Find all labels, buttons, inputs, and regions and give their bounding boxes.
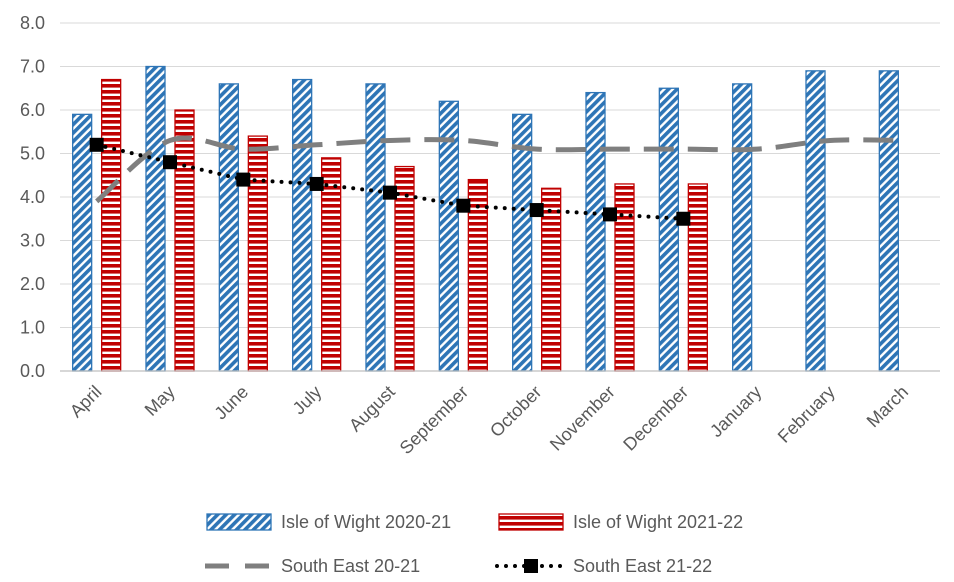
x-tick-label: June (210, 382, 252, 424)
marker-south-east-21-22 (529, 203, 544, 218)
bar-isle-of-wight-2020-21 (145, 65, 166, 372)
legend: Isle of Wight 2020-21 Isle of Wight 2021-… (205, 512, 743, 576)
x-tick-label: May (141, 382, 179, 420)
marker-south-east-21-22 (383, 185, 397, 200)
y-tick-label: 0.0 (20, 361, 45, 381)
marker-south-east-21-22 (236, 172, 251, 187)
bar-isle-of-wight-2020-21 (732, 83, 753, 372)
x-tick-label: March (863, 382, 913, 432)
bar-isle-of-wight-2020-21 (512, 113, 533, 372)
bar-isle-of-wight-2021-22 (321, 157, 342, 372)
bars (72, 65, 899, 372)
x-tick-label: October (486, 382, 545, 441)
x-tick-label: August (345, 382, 399, 436)
x-tick-label: July (289, 382, 326, 419)
x-tick-label: April (66, 382, 106, 422)
legend-label: Isle of Wight 2021-22 (573, 512, 743, 532)
marker-south-east-21-22 (603, 207, 617, 222)
lines (89, 135, 904, 226)
y-axis-tick-labels: 0.0 1.0 2.0 3.0 4.0 5.0 6.0 7.0 8.0 (20, 13, 45, 381)
bar-isle-of-wight-2020-21 (218, 83, 239, 372)
marker-south-east-21-22 (456, 198, 471, 213)
bar-isle-of-wight-2020-21 (658, 87, 679, 372)
legend-item-isle-of-wight-2020-21: Isle of Wight 2020-21 (206, 512, 451, 532)
bar-isle-of-wight-2021-22 (687, 183, 708, 372)
marker-south-east-21-22 (676, 211, 691, 226)
legend-label: Isle of Wight 2020-21 (281, 512, 451, 532)
bar-isle-of-wight-2020-21 (805, 70, 826, 372)
x-tick-label: November (546, 382, 619, 455)
legend-item-south-east-20-21: South East 20-21 (205, 556, 420, 576)
bar-isle-of-wight-2020-21 (72, 113, 93, 372)
legend-label: South East 21-22 (573, 556, 712, 576)
legend-item-isle-of-wight-2021-22: Isle of Wight 2021-22 (498, 512, 743, 532)
x-tick-label: September (396, 382, 472, 458)
bar-isle-of-wight-2020-21 (878, 70, 899, 372)
x-tick-label: February (774, 382, 839, 447)
bar-isle-of-wight-2021-22 (614, 183, 635, 372)
y-tick-label: 8.0 (20, 13, 45, 33)
bar-isle-of-wight-2020-21 (365, 83, 386, 372)
marker-south-east-21-22 (163, 155, 177, 170)
legend-item-south-east-21-22: South East 21-22 (495, 556, 712, 576)
bar-isle-of-wight-2021-22 (101, 78, 122, 372)
legend-swatch (206, 513, 272, 531)
bar-isle-of-wight-2021-22 (394, 165, 415, 372)
y-tick-label: 3.0 (20, 231, 45, 251)
marker-south-east-21-22 (309, 176, 324, 191)
gridlines (60, 22, 940, 328)
y-tick-label: 6.0 (20, 100, 45, 120)
legend-marker (524, 559, 538, 573)
y-tick-label: 1.0 (20, 318, 45, 338)
legend-swatch (498, 513, 564, 531)
legend-label: South East 20-21 (281, 556, 420, 576)
line-south-east-20-21 (95, 135, 904, 204)
bar-isle-of-wight-2021-22 (174, 109, 195, 372)
marker-south-east-21-22 (89, 137, 104, 152)
y-tick-label: 5.0 (20, 144, 45, 164)
y-tick-label: 7.0 (20, 57, 45, 77)
bar-isle-of-wight-2020-21 (292, 78, 313, 372)
y-tick-label: 4.0 (20, 187, 45, 207)
x-tick-label: December (619, 382, 692, 455)
bar-isle-of-wight-2021-22 (541, 187, 562, 372)
x-tick-label: January (706, 382, 765, 441)
bar-isle-of-wight-2020-21 (585, 91, 606, 372)
bar-isle-of-wight-2021-22 (247, 135, 268, 372)
y-tick-label: 2.0 (20, 274, 45, 294)
